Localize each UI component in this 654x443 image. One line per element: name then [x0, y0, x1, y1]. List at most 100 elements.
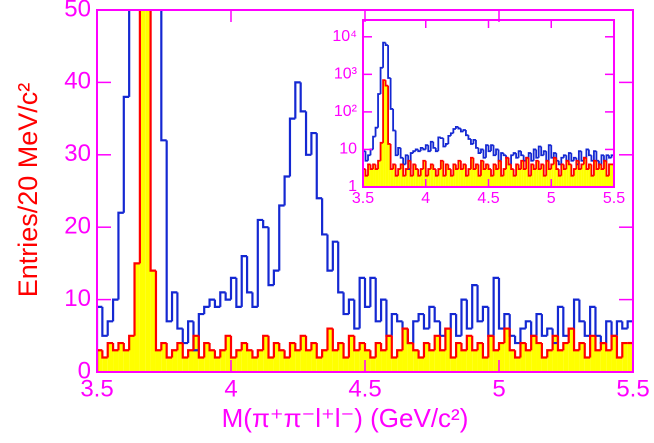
hist-step	[475, 163, 479, 170]
hist-step	[101, 350, 108, 359]
hist-step	[560, 163, 564, 176]
hist-step	[513, 335, 521, 345]
hist-bar	[573, 169, 577, 187]
hist-step	[422, 341, 430, 358]
hist-bar	[438, 169, 441, 187]
hist-bar	[418, 175, 421, 187]
hist-step	[321, 198, 328, 236]
hist-step	[203, 305, 210, 315]
hist-step	[417, 169, 421, 177]
hist-step	[540, 146, 544, 157]
hist-step	[219, 291, 226, 307]
hist-step	[556, 335, 564, 352]
hist-bar	[359, 343, 365, 372]
hist-step	[326, 234, 333, 272]
hist-bar	[311, 343, 317, 372]
hist-step	[111, 298, 119, 322]
hist-bar	[279, 350, 285, 372]
hist-bar	[370, 169, 374, 187]
hist-bar	[536, 160, 539, 187]
hist-step	[262, 334, 269, 351]
hist-step	[364, 169, 369, 177]
hist-step	[605, 160, 609, 177]
y-tick-label: 10²	[334, 103, 358, 120]
hist-step	[583, 321, 591, 337]
hist-bar	[586, 169, 589, 187]
hist-step	[358, 276, 365, 329]
hist-step	[272, 341, 280, 358]
hist-bar	[513, 175, 517, 187]
hist-step	[452, 163, 456, 176]
hist-step	[160, 341, 167, 351]
hist-bar	[483, 169, 486, 187]
hist-bar	[198, 357, 205, 372]
hist-bar	[552, 335, 558, 372]
x-tick-label: 5.5	[603, 190, 625, 207]
hist-bar	[440, 160, 444, 187]
hist-bar	[611, 164, 614, 187]
hist-bar	[622, 343, 628, 372]
hist-step	[481, 305, 489, 322]
hist-bar	[363, 169, 366, 187]
y-tick-label: 1	[348, 178, 357, 195]
hist-bar	[150, 270, 156, 372]
hist-bar	[508, 164, 512, 187]
hist-step	[524, 320, 532, 329]
hist-bar	[434, 335, 441, 372]
hist-step	[390, 312, 398, 336]
hist-step	[467, 135, 471, 140]
hist-step	[272, 269, 280, 286]
hist-step	[555, 157, 559, 170]
hist-bar	[139, 10, 146, 372]
hist-step	[557, 169, 562, 177]
hist-step	[545, 159, 549, 176]
x-tick-label: 4	[224, 375, 237, 402]
hist-step	[589, 305, 596, 336]
hist-step	[399, 163, 404, 170]
hist-step	[428, 343, 435, 352]
hist-bar	[478, 175, 481, 187]
hist-bar	[402, 328, 408, 372]
hist-step	[520, 159, 524, 170]
hist-step	[471, 284, 478, 329]
hist-bar	[598, 164, 602, 187]
hist-bar	[455, 169, 459, 187]
hist-bar	[375, 169, 379, 187]
hist-step	[315, 133, 323, 200]
hist-step	[331, 240, 339, 271]
hist-step	[621, 341, 628, 358]
hist-step	[535, 149, 539, 159]
hist-step	[358, 341, 365, 351]
hist-bar	[268, 357, 274, 372]
hist-step	[394, 164, 399, 177]
hist-step	[367, 163, 371, 176]
hist-step	[424, 160, 429, 177]
hist-step	[471, 335, 478, 352]
hist-bar	[241, 343, 248, 372]
hist-bar	[480, 160, 484, 187]
hist-step	[439, 137, 444, 140]
y-axis-title: Entries/20 MeV/c²	[13, 83, 43, 298]
hist-bar	[509, 350, 516, 372]
hist-bar	[407, 343, 414, 372]
hist-bar	[166, 357, 173, 372]
hist-bar	[460, 169, 464, 187]
hist-step	[485, 144, 489, 158]
hist-bar	[520, 343, 526, 372]
hist-step	[165, 343, 173, 359]
hist-bar	[506, 157, 509, 187]
hist-bar	[591, 175, 594, 187]
hist-step	[527, 152, 532, 158]
hist-bar	[252, 357, 258, 372]
hist-step	[337, 241, 344, 294]
hist-step	[409, 160, 414, 177]
hist-step	[603, 159, 607, 170]
hist-step	[267, 227, 274, 287]
hist-step	[460, 343, 467, 352]
hist-bar	[568, 328, 575, 372]
hist-step	[278, 204, 285, 271]
hist-step	[208, 298, 215, 307]
hist-step	[547, 144, 552, 161]
hist-bar	[418, 357, 424, 372]
